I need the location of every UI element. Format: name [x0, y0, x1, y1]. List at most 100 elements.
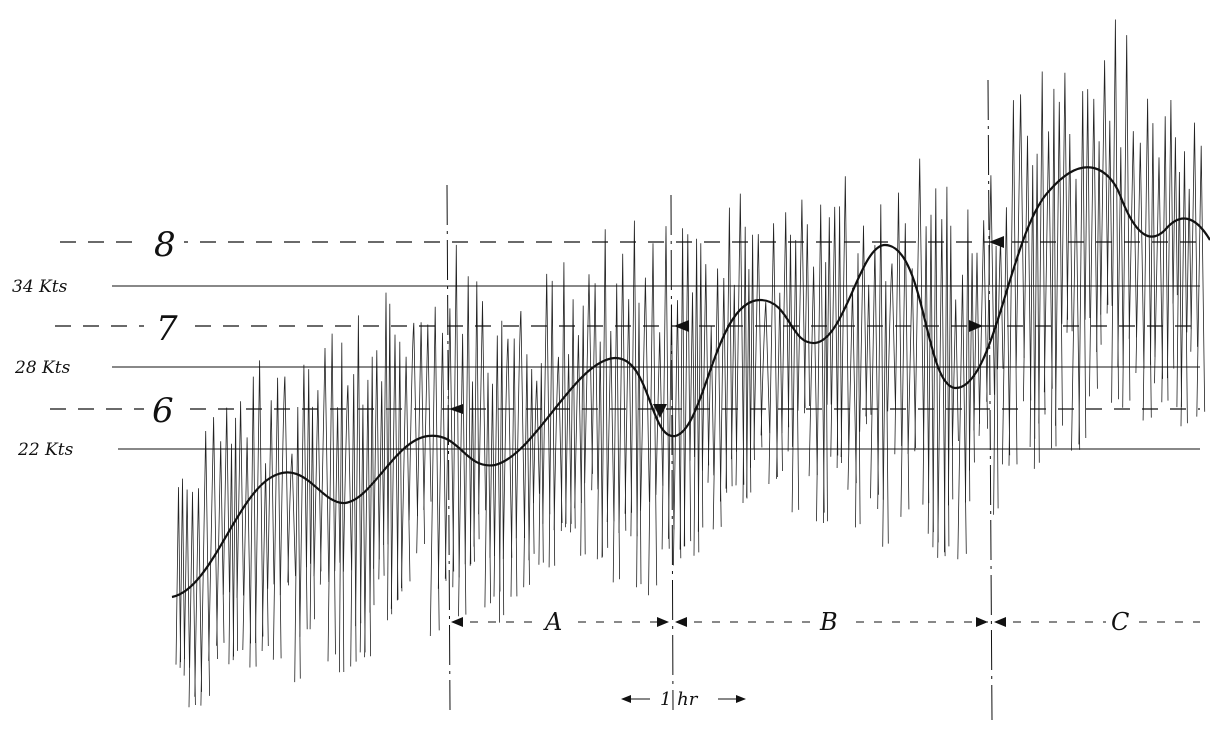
- gust-spike: [299, 364, 308, 637]
- gust-spike: [373, 350, 380, 569]
- gust-spike: [1071, 178, 1081, 451]
- gust-spike: [533, 380, 540, 504]
- gust-spike: [683, 234, 692, 547]
- gust-spike: [655, 332, 664, 495]
- gust-spike: [965, 209, 971, 503]
- gust-spike: [847, 287, 857, 490]
- gust-spike: [261, 463, 269, 652]
- gust-spike: [222, 407, 230, 595]
- gust-spike: [313, 390, 322, 577]
- gust-spike: [725, 207, 733, 489]
- speed-28-label: 28 Kts: [14, 358, 71, 378]
- span-b-left-arrow: [675, 617, 687, 627]
- gust-spike: [707, 326, 715, 483]
- gust-spike: [618, 253, 627, 534]
- hour-scale-label: 1 hr: [660, 689, 699, 710]
- gust-spike: [1154, 157, 1163, 384]
- gust-spike: [489, 383, 495, 558]
- span-b-right-arrow: [976, 617, 988, 627]
- gust-spike: [1078, 91, 1087, 445]
- gust-spike: [183, 489, 190, 676]
- gust-spike: [1117, 147, 1124, 367]
- gust-spike: [865, 284, 872, 417]
- gust-spike: [986, 175, 995, 402]
- gust-spike: [548, 280, 556, 568]
- mean-wind-curve: [171, 166, 1210, 599]
- gust-spike: [1190, 122, 1198, 352]
- gust-spike: [1023, 135, 1032, 402]
- gust-spike: [612, 283, 620, 583]
- gust-spike: [306, 369, 311, 568]
- gust-spike: [1111, 19, 1119, 403]
- gust-spike: [515, 310, 525, 539]
- gust-spike: [1167, 99, 1175, 379]
- gust-spike: [1135, 142, 1145, 374]
- gust-spike: [1172, 137, 1178, 304]
- arrow-left-force8: [989, 236, 1004, 248]
- gust-spike: [957, 274, 967, 560]
- gust-spike: [648, 243, 658, 596]
- gust-spike: [493, 335, 501, 597]
- arrow-left-force6: [449, 404, 463, 414]
- period-labels: A B C: [540, 606, 1138, 638]
- gust-spike: [1196, 145, 1206, 417]
- gust-spike: [502, 338, 513, 559]
- gust-spike: [1084, 89, 1091, 320]
- gust-spike: [208, 417, 218, 661]
- period-c-label: C: [1111, 608, 1129, 636]
- gust-spike: [574, 335, 582, 509]
- hour-scale-right-arrow: [736, 695, 746, 703]
- gust-spike: [1096, 141, 1102, 353]
- gust-spike: [452, 244, 460, 588]
- gust-spike: [969, 253, 975, 471]
- gust-spike: [267, 400, 275, 589]
- gust-spike: [914, 158, 925, 452]
- gust-spike: [464, 276, 472, 565]
- gust-spike: [1150, 123, 1156, 365]
- gust-spike: [720, 277, 728, 502]
- gust-spike: [1055, 101, 1063, 426]
- gust-spike: [596, 341, 603, 560]
- gust-spike: [188, 491, 196, 708]
- gust-spike: [826, 217, 832, 405]
- gust-spike: [469, 381, 475, 566]
- speed-labels: 34 Kts 28 Kts 22 Kts: [12, 277, 74, 460]
- gust-spike: [473, 281, 480, 547]
- gust-spike: [1051, 88, 1057, 449]
- gust-spike: [693, 238, 700, 556]
- gust-spike: [560, 262, 567, 532]
- beaufort-labels: 8 7 6: [144, 222, 184, 431]
- gust-spike: [553, 356, 563, 531]
- gust-spike: [894, 192, 902, 455]
- gust-spike: [937, 219, 946, 558]
- gust-spike: [776, 292, 783, 479]
- gust-spike: [1100, 60, 1109, 315]
- gust-spike: [742, 226, 748, 504]
- arrow-right-force7: [969, 320, 983, 332]
- gust-spike: [390, 334, 399, 609]
- gust-spike: [855, 253, 861, 528]
- gust-spike: [877, 204, 884, 510]
- gust-spike: [294, 406, 301, 683]
- gust-spike: [630, 220, 638, 537]
- divider-3: [987, 79, 993, 721]
- gust-spike: [255, 360, 264, 644]
- gust-spike: [661, 226, 670, 550]
- gust-spike: [1038, 71, 1046, 424]
- gust-spike: [279, 376, 289, 596]
- gust-spike: [836, 206, 842, 469]
- gust-spike: [787, 234, 793, 452]
- gust-spike: [731, 284, 737, 460]
- gust-spike: [1029, 165, 1036, 448]
- gust-spike: [978, 220, 988, 436]
- gust-spike: [702, 264, 710, 471]
- gust-spike: [584, 274, 593, 484]
- speed-34-label: 34 Kts: [12, 277, 68, 297]
- gust-spike: [1106, 120, 1113, 314]
- gust-spike: [272, 377, 282, 660]
- span-a-right-arrow: [657, 617, 669, 627]
- gust-spike: [565, 354, 572, 528]
- gust-spike: [429, 306, 440, 637]
